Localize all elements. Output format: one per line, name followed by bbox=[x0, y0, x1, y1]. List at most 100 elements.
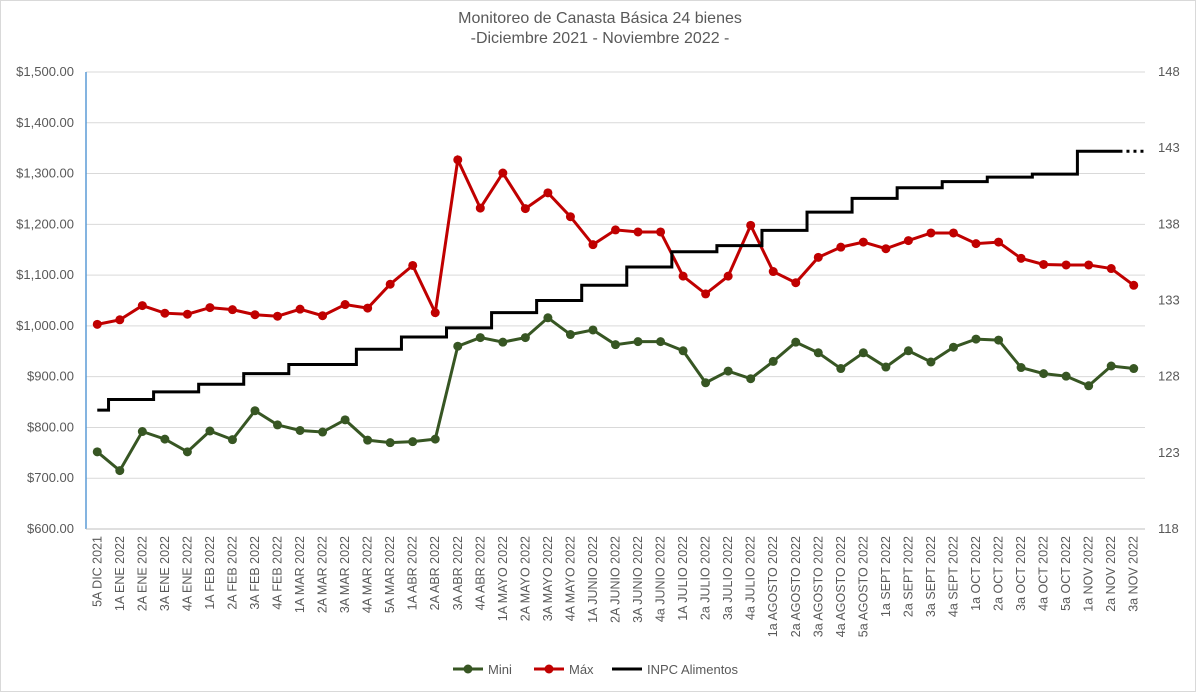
data-point-mini bbox=[318, 427, 328, 437]
y-tick-label: $700.00 bbox=[27, 470, 74, 485]
data-point-mini bbox=[453, 341, 463, 351]
data-point-mini bbox=[475, 333, 485, 343]
data-point-mini bbox=[565, 330, 575, 340]
data-point-m-x bbox=[182, 309, 192, 319]
data-point-m-x bbox=[746, 220, 756, 230]
x-tick-label: 2a AGOSTO 2022 bbox=[789, 536, 803, 637]
data-point-mini bbox=[1061, 371, 1071, 381]
data-point-mini bbox=[430, 434, 440, 444]
x-tick-label: 4A MAYO 2022 bbox=[563, 536, 577, 621]
gridlines bbox=[86, 71, 1145, 479]
y2-tick-label: 118 bbox=[1158, 521, 1179, 536]
data-point-mini bbox=[678, 346, 688, 356]
x-tick-label: 2a JULIO 2022 bbox=[699, 536, 713, 620]
data-point-mini bbox=[182, 447, 192, 457]
x-tick-label: 3a AGOSTO 2022 bbox=[811, 536, 825, 637]
data-point-mini bbox=[948, 342, 958, 352]
x-tick-label: 3a OCT 2022 bbox=[1014, 536, 1028, 611]
y-tick-label: $1,400.00 bbox=[16, 115, 74, 130]
x-tick-label: 2a OCT 2022 bbox=[992, 536, 1006, 611]
axes bbox=[85, 72, 1145, 530]
x-tick-label: 5a OCT 2022 bbox=[1059, 536, 1073, 611]
data-point-m-x bbox=[1016, 253, 1026, 263]
data-point-m-x bbox=[160, 308, 170, 318]
data-point-m-x bbox=[318, 311, 328, 321]
data-point-m-x bbox=[1106, 264, 1116, 274]
data-point-mini bbox=[723, 366, 733, 376]
data-point-m-x bbox=[1129, 280, 1139, 290]
x-tick-label: 4A ABR 2022 bbox=[473, 536, 487, 610]
x-tick-label: 1A ENE 2022 bbox=[113, 536, 127, 611]
data-point-m-x bbox=[656, 227, 666, 237]
data-point-mini bbox=[633, 337, 643, 347]
data-point-m-x bbox=[881, 244, 891, 254]
data-point-m-x bbox=[994, 237, 1004, 247]
y2-axis-ticks: 118 123 128 133 138 143 148 bbox=[1158, 64, 1180, 536]
y2-tick-label: 128 bbox=[1158, 369, 1180, 384]
x-tick-label: 2A ABR 2022 bbox=[428, 536, 442, 610]
y-tick-label: $1,000.00 bbox=[16, 318, 74, 333]
x-tick-label: 2a SEPT 2022 bbox=[901, 536, 915, 617]
data-point-mini bbox=[115, 466, 125, 476]
data-point-m-x bbox=[858, 237, 868, 247]
data-point-mini bbox=[205, 426, 215, 436]
x-tick-label: 1A MAYO 2022 bbox=[496, 536, 510, 621]
data-point-m-x bbox=[588, 240, 598, 250]
x-tick-label: 1a SEPT 2022 bbox=[879, 536, 893, 617]
data-point-m-x bbox=[971, 239, 981, 249]
data-point-m-x bbox=[1039, 259, 1049, 269]
x-tick-label: 2a NOV 2022 bbox=[1104, 536, 1118, 612]
data-point-mini bbox=[1084, 381, 1094, 391]
data-point-m-x bbox=[791, 278, 801, 288]
data-point-mini bbox=[295, 425, 305, 435]
x-tick-label: 3a SEPT 2022 bbox=[924, 536, 938, 617]
data-point-m-x bbox=[227, 305, 237, 315]
data-point-mini bbox=[543, 313, 553, 323]
data-point-mini bbox=[791, 337, 801, 347]
data-point-mini bbox=[408, 437, 418, 447]
x-tick-label: 2A JUNIO 2022 bbox=[609, 536, 623, 623]
data-point-mini bbox=[994, 335, 1004, 345]
data-point-m-x bbox=[701, 289, 711, 299]
data-point-m-x bbox=[273, 311, 283, 321]
data-point-m-x bbox=[813, 252, 823, 262]
x-tick-label: 1A JUNIO 2022 bbox=[586, 536, 600, 623]
x-tick-label: 2A MAYO 2022 bbox=[518, 536, 532, 621]
x-tick-label: 3A FEB 2022 bbox=[248, 536, 262, 610]
x-tick-label: 4a SEPT 2022 bbox=[946, 536, 960, 617]
x-tick-label: 5a AGOSTO 2022 bbox=[856, 536, 870, 637]
data-point-mini bbox=[611, 340, 620, 350]
y-tick-label: $600.00 bbox=[27, 521, 74, 536]
y-axis-ticks: $600.00 $700.00 $800.00 $900.00 $1,000.00 $1,… bbox=[16, 64, 74, 536]
data-point-mini bbox=[768, 356, 778, 366]
x-tick-label: 5A MAR 2022 bbox=[383, 536, 397, 613]
x-tick-label: 3A JUNIO 2022 bbox=[631, 536, 645, 623]
data-point-mini bbox=[971, 334, 981, 344]
data-point-m-x bbox=[205, 303, 215, 313]
x-tick-label: 3a NOV 2022 bbox=[1127, 536, 1141, 612]
x-tick-label: 1a NOV 2022 bbox=[1082, 536, 1096, 612]
series-group bbox=[92, 149, 1145, 476]
data-point-m-x bbox=[475, 203, 485, 213]
chart-subtitle: -Diciembre 2021 - Noviembre 2022 - bbox=[471, 30, 730, 47]
y-tick-label: $900.00 bbox=[27, 369, 74, 384]
data-point-m-x bbox=[633, 227, 643, 237]
data-point-mini bbox=[1129, 364, 1139, 374]
data-point-mini bbox=[746, 374, 756, 384]
x-tick-label: 2A MAR 2022 bbox=[316, 536, 330, 613]
data-point-m-x bbox=[836, 242, 846, 252]
data-point-mini bbox=[588, 325, 598, 335]
data-point-m-x bbox=[1061, 260, 1071, 270]
x-tick-label: 2A ENE 2022 bbox=[135, 536, 149, 611]
x-tick-label: 1A ABR 2022 bbox=[406, 536, 420, 610]
data-point-mini bbox=[160, 434, 170, 444]
x-tick-label: 3A ENE 2022 bbox=[158, 536, 172, 611]
data-point-mini bbox=[881, 362, 891, 372]
x-tick-label: 1A MAR 2022 bbox=[293, 536, 307, 613]
data-point-mini bbox=[273, 420, 283, 430]
data-point-mini bbox=[340, 415, 350, 425]
data-point-mini bbox=[1106, 361, 1116, 371]
data-point-m-x bbox=[92, 319, 102, 329]
